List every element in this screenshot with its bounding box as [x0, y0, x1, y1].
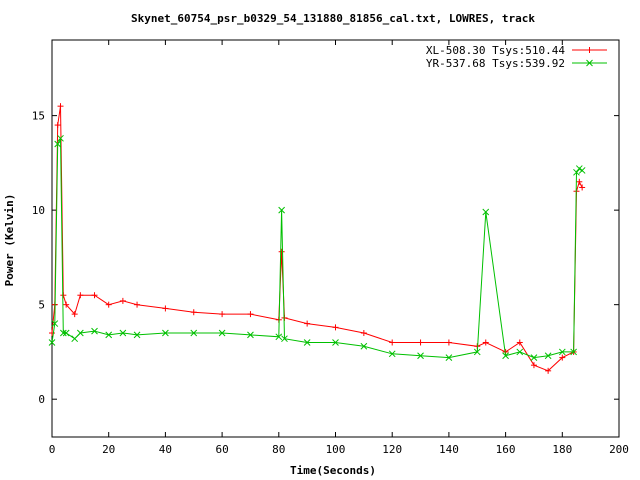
data-point	[57, 134, 64, 142]
data-point	[63, 301, 70, 308]
data-point	[332, 339, 339, 346]
data-point	[417, 352, 424, 360]
data-point	[579, 184, 586, 191]
x-tick-label: 60	[215, 443, 228, 456]
y-axis-label: Power (Kelvin)	[3, 194, 16, 287]
data-point	[190, 309, 197, 316]
data-point	[60, 292, 67, 299]
chart-title: Skynet_60754_psr_b0329_54_131880_81856_c…	[131, 12, 535, 25]
legend-marker	[586, 59, 593, 67]
data-point	[51, 320, 59, 327]
y-axis-ticks: 0 5 10 15	[32, 110, 619, 406]
x-tick-label: 100	[326, 443, 346, 456]
series-1	[48, 134, 586, 361]
data-point	[502, 352, 509, 360]
data-point	[360, 330, 367, 337]
data-point	[62, 329, 70, 337]
data-point	[544, 352, 552, 360]
data-point	[59, 329, 67, 337]
data-point	[445, 354, 453, 361]
data-point	[218, 329, 226, 337]
y-tick-label: 10	[32, 204, 45, 217]
data-point	[71, 311, 78, 318]
x-tick-label: 80	[272, 443, 285, 456]
data-point	[388, 350, 396, 358]
data-point	[576, 178, 583, 185]
data-point	[558, 348, 566, 356]
data-point	[162, 305, 169, 312]
data-point	[190, 329, 198, 337]
data-point	[71, 335, 79, 343]
data-point	[57, 103, 64, 110]
data-point	[360, 342, 368, 350]
data-point	[133, 331, 141, 339]
series-0	[49, 103, 586, 374]
data-point	[77, 292, 84, 299]
data-point	[278, 206, 285, 214]
data-point	[559, 354, 566, 361]
data-point	[530, 362, 537, 369]
data-point	[281, 335, 288, 343]
y-tick-label: 5	[38, 299, 45, 312]
data-point	[119, 297, 126, 304]
plot-frame	[51, 39, 620, 438]
legend-marker	[586, 47, 593, 53]
legend-label: YR-537.68 Tsys:539.92	[426, 57, 565, 70]
data-point	[105, 331, 113, 339]
x-tick-label: 120	[382, 443, 402, 456]
data-point	[482, 208, 490, 216]
data-point	[275, 333, 283, 341]
data-point	[417, 339, 424, 346]
data-point	[575, 165, 583, 172]
data-point	[247, 331, 254, 339]
data-point	[54, 140, 62, 148]
x-tick-label: 180	[552, 443, 572, 456]
x-tick-label: 160	[496, 443, 516, 456]
legend-label: XL-508.30 Tsys:510.44	[426, 44, 565, 57]
data-point	[516, 339, 523, 346]
data-point	[134, 301, 141, 308]
data-point	[473, 348, 481, 356]
data-point	[119, 329, 127, 337]
data-point	[573, 168, 580, 176]
x-tick-label: 140	[439, 443, 459, 456]
data-point	[162, 329, 169, 337]
data-point	[91, 327, 98, 335]
data-point	[303, 339, 311, 346]
data-point	[247, 311, 254, 318]
data-point	[482, 339, 489, 346]
data-point	[91, 292, 98, 299]
data-point	[570, 348, 577, 356]
x-tick-label: 40	[159, 443, 172, 456]
x-axis-ticks: 0 20 40 60 80 100 120 140 160 180 200	[49, 40, 629, 456]
y-tick-label: 15	[32, 110, 45, 123]
data-point	[278, 248, 285, 255]
y-tick-label: 0	[38, 393, 45, 406]
data-point	[54, 122, 61, 129]
x-tick-label: 0	[49, 443, 56, 456]
series-layer	[48, 103, 586, 374]
x-tick-label: 20	[102, 443, 115, 456]
data-point	[49, 330, 55, 337]
x-tick-label: 200	[609, 443, 629, 456]
data-point	[545, 367, 552, 374]
data-point	[389, 339, 396, 346]
data-point	[219, 311, 226, 318]
data-point	[516, 348, 524, 356]
data-point	[530, 354, 538, 361]
data-point	[445, 339, 452, 346]
data-point	[332, 324, 339, 331]
data-point	[76, 329, 84, 337]
data-point	[48, 339, 56, 346]
data-point	[105, 301, 112, 308]
data-point	[304, 320, 311, 327]
data-point	[578, 167, 586, 174]
x-axis-label: Time(Seconds)	[290, 464, 376, 477]
